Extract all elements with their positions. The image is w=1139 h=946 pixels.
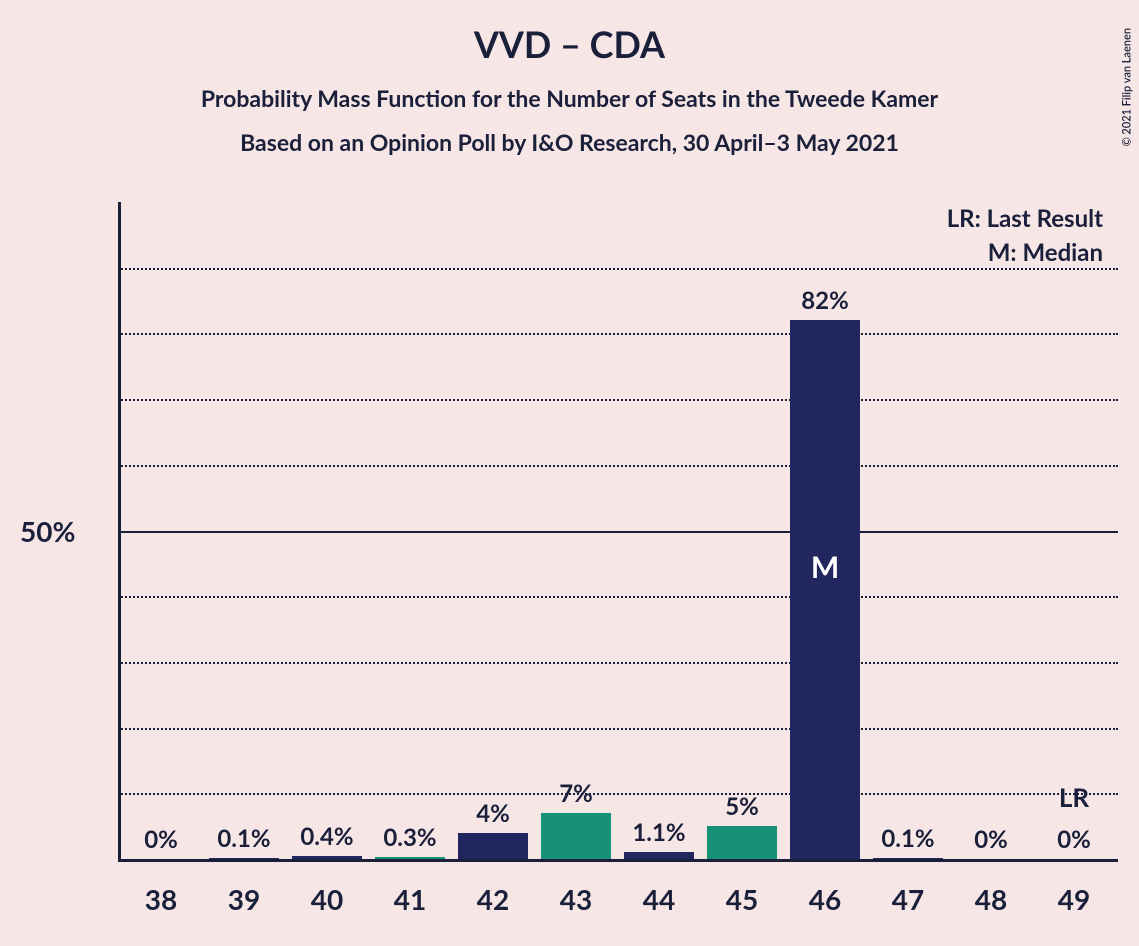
- last-result-marker: LR: [1059, 781, 1089, 813]
- x-tick-label: 44: [643, 882, 675, 916]
- x-tick-label: 49: [1058, 882, 1090, 916]
- bar: [707, 826, 777, 859]
- x-axis: [118, 859, 1118, 862]
- bar: [873, 858, 943, 859]
- bar-value-label: 0%: [974, 825, 1008, 854]
- gridline: [118, 465, 1118, 467]
- chart-subtitle-2: Based on an Opinion Poll by I&O Research…: [0, 128, 1139, 156]
- gridline: [118, 728, 1118, 730]
- bar-value-label: 5%: [725, 792, 759, 821]
- bar: [209, 858, 279, 859]
- x-tick-label: 42: [477, 882, 509, 916]
- bar: [624, 852, 694, 859]
- x-tick-label: 46: [809, 882, 841, 916]
- bar-value-label: 0.1%: [217, 824, 270, 853]
- x-tick-label: 38: [145, 882, 177, 916]
- bar: [541, 813, 611, 859]
- gridline: [118, 399, 1118, 401]
- copyright-text: © 2021 Filip van Laenen: [1120, 28, 1133, 146]
- bar: [458, 833, 528, 859]
- gridline-major: [118, 531, 1118, 533]
- bar-value-label: 7%: [559, 779, 593, 808]
- bar-value-label: 1.1%: [632, 818, 685, 847]
- bar-value-label: 0%: [144, 825, 178, 854]
- gridline: [118, 333, 1118, 335]
- chart-title: VVD – CDA: [0, 22, 1139, 66]
- x-tick-label: 43: [560, 882, 592, 916]
- bar: [790, 320, 860, 859]
- x-tick-label: 41: [394, 882, 426, 916]
- x-tick-label: 40: [311, 882, 343, 916]
- bar-value-label: 0.4%: [300, 822, 353, 851]
- bar-value-label: 0%: [1057, 825, 1091, 854]
- median-marker: M: [811, 549, 839, 585]
- legend-m: M: Median: [988, 238, 1103, 267]
- plot-area: LR: Last Result M: Median 0%380.1%390.4%…: [118, 202, 1118, 862]
- bar-value-label: 0.1%: [881, 824, 934, 853]
- gridline: [118, 596, 1118, 598]
- bar-value-label: 0.3%: [383, 823, 436, 852]
- bar: [292, 856, 362, 859]
- chart-container: 50% LR: Last Result M: Median 0%380.1%39…: [0, 202, 1139, 942]
- x-tick-label: 39: [228, 882, 260, 916]
- bar-value-label: 82%: [801, 286, 849, 315]
- gridline: [118, 793, 1118, 795]
- bar: [375, 857, 445, 859]
- chart-subtitle-1: Probability Mass Function for the Number…: [0, 84, 1139, 112]
- legend-lr: LR: Last Result: [947, 204, 1103, 233]
- x-tick-label: 45: [726, 882, 758, 916]
- gridline: [118, 268, 1118, 270]
- y-axis-label: 50%: [20, 514, 75, 548]
- bar-value-label: 4%: [476, 799, 510, 828]
- gridline: [118, 662, 1118, 664]
- x-tick-label: 48: [975, 882, 1007, 916]
- x-tick-label: 47: [892, 882, 924, 916]
